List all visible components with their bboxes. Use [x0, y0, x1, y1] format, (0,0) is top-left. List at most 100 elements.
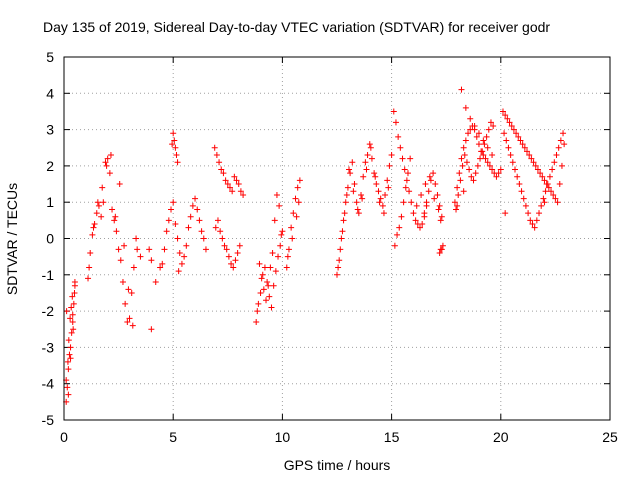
data-point [67, 315, 74, 322]
data-point [397, 144, 404, 151]
data-point [479, 148, 486, 155]
data-point [146, 246, 153, 253]
data-point [168, 206, 175, 213]
data-point [541, 177, 548, 184]
data-point [65, 366, 72, 373]
data-point [502, 210, 509, 217]
data-point [116, 181, 123, 188]
data-point [475, 141, 482, 148]
plot-frame [63, 56, 611, 421]
data-point [217, 228, 224, 235]
data-point [493, 173, 500, 180]
data-point [258, 275, 265, 282]
data-point [121, 242, 128, 249]
data-point [255, 300, 262, 307]
data-point [69, 318, 76, 325]
data-point [502, 112, 509, 119]
data-point [229, 188, 236, 195]
data-point [458, 155, 465, 162]
data-point [379, 202, 386, 209]
data-point [419, 220, 426, 227]
data-point [157, 264, 164, 271]
data-point [506, 119, 513, 126]
data-point [130, 264, 137, 271]
data-point [487, 119, 494, 126]
data-point [410, 210, 417, 217]
data-point [436, 250, 443, 257]
data-point [362, 159, 369, 166]
data-point [461, 152, 468, 159]
data-point [560, 130, 567, 137]
data-point [133, 235, 140, 242]
x-tick-label: 15 [384, 429, 400, 445]
data-point [70, 326, 77, 333]
data-point [170, 130, 177, 137]
data-point [175, 268, 182, 275]
data-point [104, 155, 111, 162]
data-point [67, 355, 74, 362]
data-point [290, 210, 297, 217]
data-point [232, 257, 239, 264]
data-point [456, 170, 463, 177]
data-points [63, 86, 568, 405]
data-point [163, 228, 170, 235]
data-point [557, 137, 564, 144]
data-point [386, 162, 393, 169]
data-point [460, 144, 467, 151]
data-point [113, 228, 120, 235]
data-point [484, 144, 491, 151]
data-point [534, 166, 541, 173]
data-point [296, 177, 303, 184]
data-point [285, 246, 292, 253]
data-point [202, 246, 209, 253]
data-point [268, 304, 275, 311]
y-tick-label: -2 [42, 303, 55, 319]
data-point [364, 152, 371, 159]
y-tick-label: -5 [42, 412, 55, 428]
data-point [396, 224, 403, 231]
data-point [394, 231, 401, 238]
data-point [454, 184, 461, 191]
data-point [270, 282, 277, 289]
data-point [228, 260, 235, 267]
data-point [425, 188, 432, 195]
data-point [200, 235, 207, 242]
data-point [65, 337, 72, 344]
data-point [457, 177, 464, 184]
data-point [69, 293, 76, 300]
data-point [126, 315, 133, 322]
data-point [115, 246, 122, 253]
data-point [439, 242, 446, 249]
data-point [170, 199, 177, 206]
data-point [272, 268, 279, 275]
data-point [212, 224, 219, 231]
data-point [474, 162, 481, 169]
data-point [225, 253, 232, 260]
data-point [289, 235, 296, 242]
data-point [434, 191, 441, 198]
data-point [372, 173, 379, 180]
data-point [367, 144, 374, 151]
data-point [128, 289, 135, 296]
data-point [283, 264, 290, 271]
data-point [480, 137, 487, 144]
data-point [169, 141, 176, 148]
data-point [189, 202, 196, 209]
data-point [508, 122, 515, 129]
data-point [111, 217, 118, 224]
data-point [226, 184, 233, 191]
data-point [223, 246, 230, 253]
data-point [70, 300, 77, 307]
data-point [525, 210, 532, 217]
data-point [178, 260, 185, 267]
data-point [354, 206, 361, 213]
data-point [137, 253, 144, 260]
data-point [545, 184, 552, 191]
data-point [216, 159, 223, 166]
data-point [174, 159, 181, 166]
data-point [172, 144, 179, 151]
data-point [213, 152, 220, 159]
data-point [472, 170, 479, 177]
data-point [68, 329, 75, 336]
